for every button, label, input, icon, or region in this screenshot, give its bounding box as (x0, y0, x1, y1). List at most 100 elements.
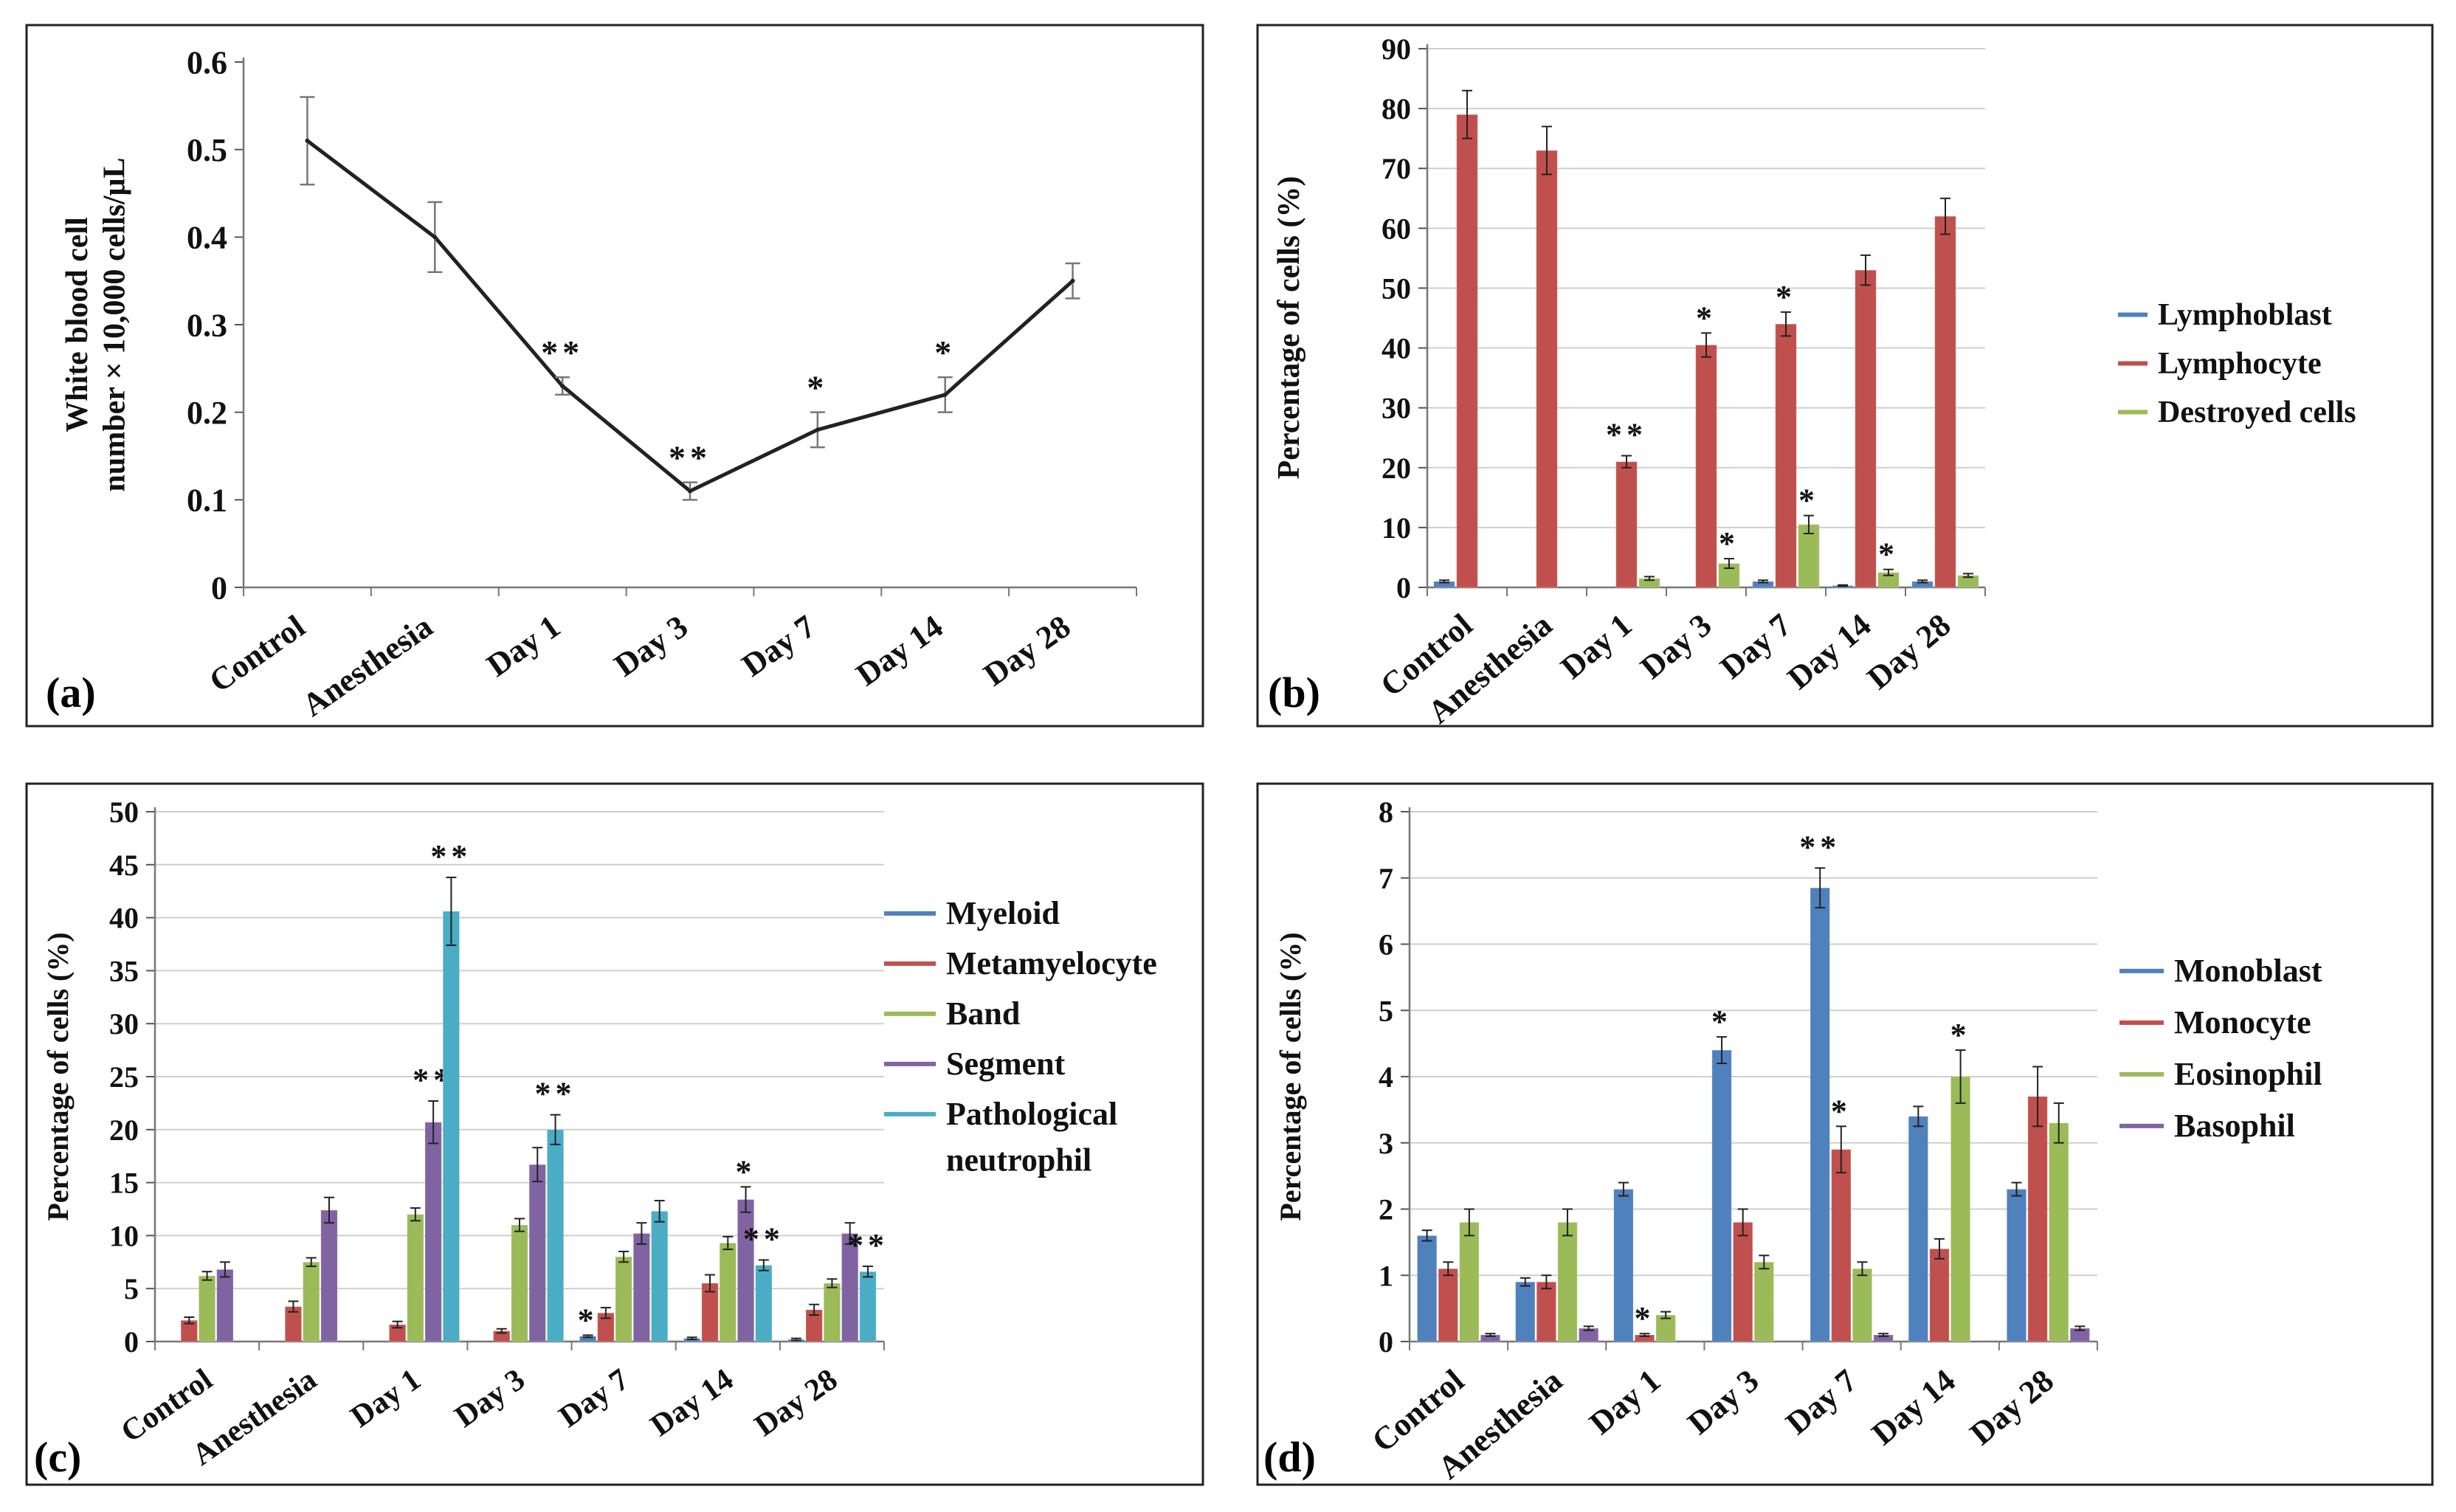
bar (1456, 114, 1478, 588)
y-tick-label: 25 (109, 1060, 139, 1094)
panel-c-label: (c) (34, 1433, 81, 1481)
y-tick-label: 0.2 (187, 395, 227, 431)
legend-label: Monoblast (2174, 953, 2322, 989)
bar (719, 1242, 737, 1342)
y-tick-label: 8 (1379, 795, 1393, 829)
y-axis-title-line: White blood cell (61, 217, 94, 432)
bar (1934, 215, 1956, 588)
y-tick-label: 20 (109, 1114, 139, 1147)
y-tick-label: 0.6 (187, 44, 227, 80)
y-axis-title: Percentage of cells (%) (1274, 932, 1307, 1221)
bar (424, 1122, 442, 1342)
significance-label: * (1831, 1093, 1852, 1129)
significance-label: * (1696, 300, 1717, 336)
legend-label: Metamyelocyte (946, 945, 1157, 981)
panel-b-label: (b) (1268, 669, 1320, 717)
y-tick-label: 0 (211, 570, 227, 606)
y-tick-label: 30 (1382, 392, 1411, 425)
bar (1459, 1221, 1480, 1342)
bar (1613, 1189, 1634, 1342)
y-tick-label: 1 (1379, 1259, 1393, 1292)
bar (1515, 1281, 1536, 1342)
bar (1798, 524, 1820, 588)
y-axis-title: Percentage of cells (%) (1272, 176, 1306, 480)
panel-d-frame (1256, 782, 2434, 1486)
significance-label: * (1719, 525, 1739, 562)
y-tick-label: 30 (109, 1007, 139, 1040)
bar (1536, 150, 1558, 588)
y-tick-label: 70 (1382, 152, 1411, 185)
bar (320, 1209, 338, 1342)
y-tick-label: 10 (1382, 511, 1411, 545)
y-tick-label: 40 (1382, 332, 1411, 365)
y-tick-label: 0 (124, 1325, 139, 1359)
significance-label: ** (847, 1227, 889, 1263)
panel-b: 0102030405060708090ControlAnesthesiaDay … (1256, 24, 2434, 731)
significance-label: * (1711, 1004, 1732, 1040)
data-point (432, 235, 438, 240)
legend-label: Pathological (946, 1096, 1117, 1132)
bar (216, 1268, 234, 1342)
y-tick-label: 50 (1382, 272, 1411, 305)
y-tick-label: 5 (1379, 994, 1393, 1027)
significance-label: ** (541, 334, 584, 371)
legend-label: Destroyed cells (2158, 396, 2356, 429)
y-tick-label: 60 (1382, 212, 1411, 245)
y-tick-label: 40 (109, 902, 139, 935)
bar (546, 1129, 565, 1342)
legend-label: Eosinophil (2174, 1056, 2322, 1092)
y-tick-label: 80 (1382, 92, 1411, 125)
bar (2049, 1122, 2069, 1342)
bar (442, 911, 460, 1342)
significance-label: * (578, 1302, 599, 1338)
significance-label: * (1798, 483, 1819, 519)
bar (407, 1214, 424, 1342)
significance-label: * (736, 1153, 756, 1190)
y-axis-title-line: number × 10,000 cells/μL (97, 158, 131, 492)
y-tick-label: 3 (1379, 1127, 1393, 1160)
legend-label: Lymphocyte (2158, 347, 2322, 381)
bar (528, 1164, 546, 1342)
y-tick-label: 10 (109, 1219, 139, 1252)
bar (1950, 1076, 1971, 1342)
bar (615, 1256, 632, 1342)
y-tick-label: 4 (1379, 1060, 1393, 1094)
bar (1615, 461, 1638, 588)
bar (1753, 1261, 1774, 1342)
bar (823, 1283, 841, 1342)
bar (1733, 1221, 1753, 1342)
data-point (815, 427, 820, 432)
bar (1695, 345, 1717, 588)
y-tick-label: 0.4 (187, 220, 227, 256)
bar (1711, 1049, 1732, 1342)
significance-label: ** (743, 1221, 784, 1257)
significance-label: * (934, 334, 956, 371)
data-point (942, 392, 948, 397)
panel-d-label: (d) (1263, 1433, 1316, 1481)
bar (1536, 1281, 1557, 1342)
y-tick-label: 6 (1379, 928, 1393, 962)
significance-label: ** (535, 1076, 576, 1112)
legend-label: Band (946, 995, 1020, 1032)
y-tick-label: 20 (1382, 452, 1411, 485)
panel-b-frame (1256, 24, 2434, 728)
significance-label: * (1950, 1017, 1971, 1053)
significance-label: * (1776, 279, 1796, 315)
significance-label: * (1878, 536, 1899, 573)
bar (632, 1233, 651, 1342)
significance-label: ** (1799, 829, 1841, 865)
y-tick-label: 0.1 (187, 483, 227, 519)
legend-label: neutrophil (946, 1142, 1091, 1178)
legend-label: Basophil (2174, 1108, 2295, 1144)
bar (755, 1265, 773, 1342)
bar (1852, 1268, 1873, 1342)
y-tick-label: 0.5 (187, 132, 227, 168)
y-tick-label: 2 (1379, 1193, 1393, 1226)
significance-label: * (1635, 1300, 1655, 1336)
legend-label: Segment (946, 1046, 1066, 1082)
bar (1416, 1235, 1438, 1342)
bar (859, 1271, 877, 1342)
